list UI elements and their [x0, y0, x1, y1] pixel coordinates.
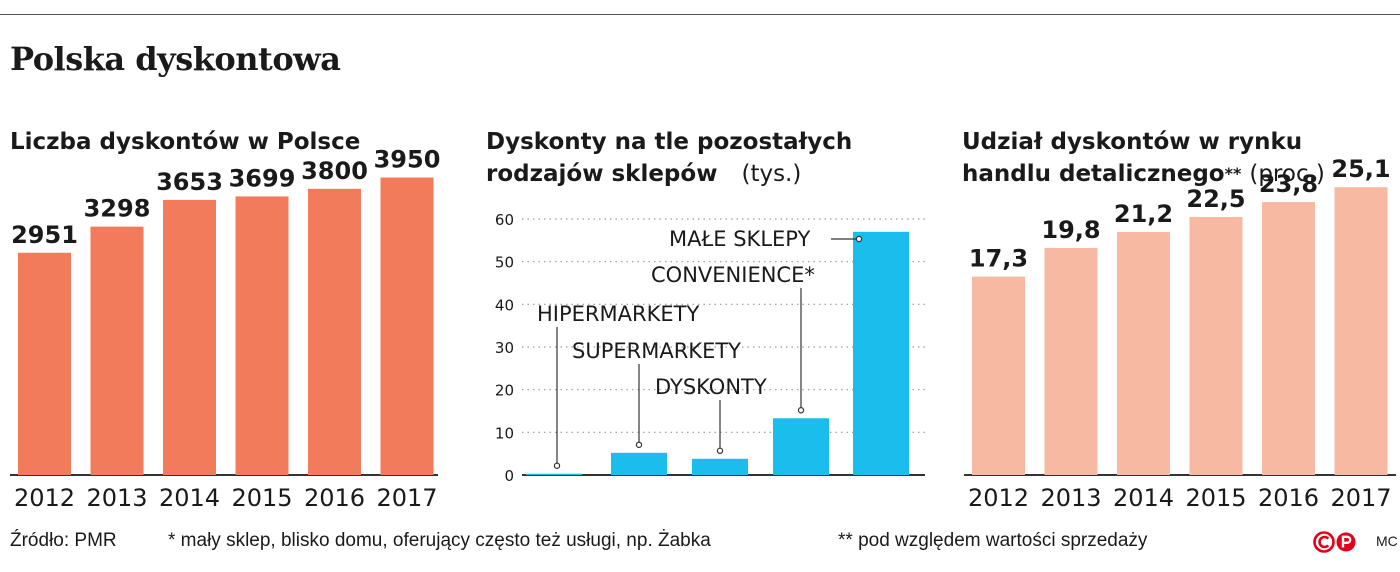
x-tick-label: 2016 [304, 484, 365, 512]
bar [90, 226, 144, 475]
callout-dot [797, 407, 805, 414]
bar [1334, 187, 1388, 475]
source-note: Źródło: PMR [10, 530, 117, 551]
category-label: CONVENIENCE* [651, 263, 815, 287]
category-label: DYSKONTY [655, 375, 767, 399]
data-label: 3800 [301, 157, 368, 185]
callout-dot [716, 447, 724, 454]
callout-dot [855, 235, 863, 243]
data-label: 22,5 [1186, 185, 1245, 213]
y-tick-label: 0 [504, 467, 514, 485]
data-label: 19,8 [1041, 216, 1100, 244]
footnote-convenience: * mały sklep, blisko domu, oferujący czę… [168, 530, 711, 551]
bar [611, 452, 667, 475]
data-label: 21,2 [1114, 200, 1173, 228]
data-label: 25,1 [1331, 155, 1390, 183]
y-tick-label: 50 [495, 254, 514, 272]
data-label: 3298 [84, 195, 151, 223]
x-tick-label: 2013 [1040, 484, 1101, 512]
data-label: 2951 [11, 221, 78, 249]
y-tick-label: 30 [495, 339, 514, 357]
x-tick-label: 2012 [14, 484, 75, 512]
y-tick-label: 10 [495, 424, 514, 442]
chart-unit: (tys.) [741, 161, 802, 187]
bar [1262, 202, 1315, 475]
x-tick-label: 2017 [376, 484, 437, 512]
x-tick-label: 2014 [159, 484, 220, 512]
x-tick-label: 2013 [86, 484, 147, 512]
chart-title-line1: Dyskonty na tle pozostałych [486, 129, 853, 155]
chart-title-store-types: Dyskonty na tle pozostałych rodzajów skl… [486, 126, 852, 190]
page-title: Polska dyskontowa [10, 40, 341, 78]
bar [853, 231, 909, 475]
chart-title-text: Liczba dyskontów w Polsce [10, 129, 361, 155]
y-tick-label: 20 [495, 382, 514, 400]
bar [380, 177, 434, 475]
bar [235, 196, 289, 475]
top-rule [0, 14, 1400, 15]
callout-dot [553, 462, 561, 469]
x-tick-label: 2016 [1258, 484, 1319, 512]
author-initials: MC [1376, 533, 1398, 549]
bar [308, 188, 361, 476]
category-label: SUPERMARKETY [572, 339, 741, 363]
bar [773, 418, 829, 475]
chart-unit: (proc.) [1249, 161, 1325, 187]
chart-title-line2: rodzajów sklepów [486, 161, 718, 187]
x-tick-label: 2015 [1185, 484, 1246, 512]
x-tick-label: 2014 [1113, 484, 1174, 512]
bar [163, 199, 216, 476]
chart-title-store-count: Liczba dyskontów w Polsce [10, 126, 360, 158]
chart-title-line1: Udział dyskontów w rynku [962, 129, 1303, 155]
data-label: 3653 [156, 168, 223, 196]
footnote-sales-value: ** pod względem wartości sprzedaży [838, 530, 1148, 551]
x-tick-label: 2012 [968, 484, 1029, 512]
copyright-icon [1313, 531, 1356, 553]
chart-title-line2: handlu detalicznego [962, 161, 1225, 187]
bar [18, 252, 71, 475]
chart-title-footnote-mark: ** [1224, 164, 1242, 183]
data-label: 3950 [374, 146, 441, 174]
data-label: 23,8 [1259, 170, 1318, 198]
x-tick-label: 2017 [1330, 484, 1391, 512]
bar [692, 458, 748, 475]
bar [526, 473, 582, 475]
bar [1117, 231, 1170, 475]
bar [1044, 247, 1098, 475]
data-label: 3699 [229, 164, 296, 192]
x-tick-label: 2015 [231, 484, 292, 512]
category-label: MAŁE SKLEPY [669, 227, 811, 251]
bar [1189, 217, 1243, 475]
data-label: 17,3 [969, 245, 1028, 273]
y-tick-label: 40 [495, 296, 514, 314]
chart-title-market-share: Udział dyskontów w rynku handlu detalicz… [962, 126, 1325, 190]
bar [972, 276, 1025, 475]
y-tick-label: 60 [495, 211, 514, 229]
callout-dot [635, 441, 643, 449]
category-label: HIPERMARKETY [537, 302, 699, 326]
